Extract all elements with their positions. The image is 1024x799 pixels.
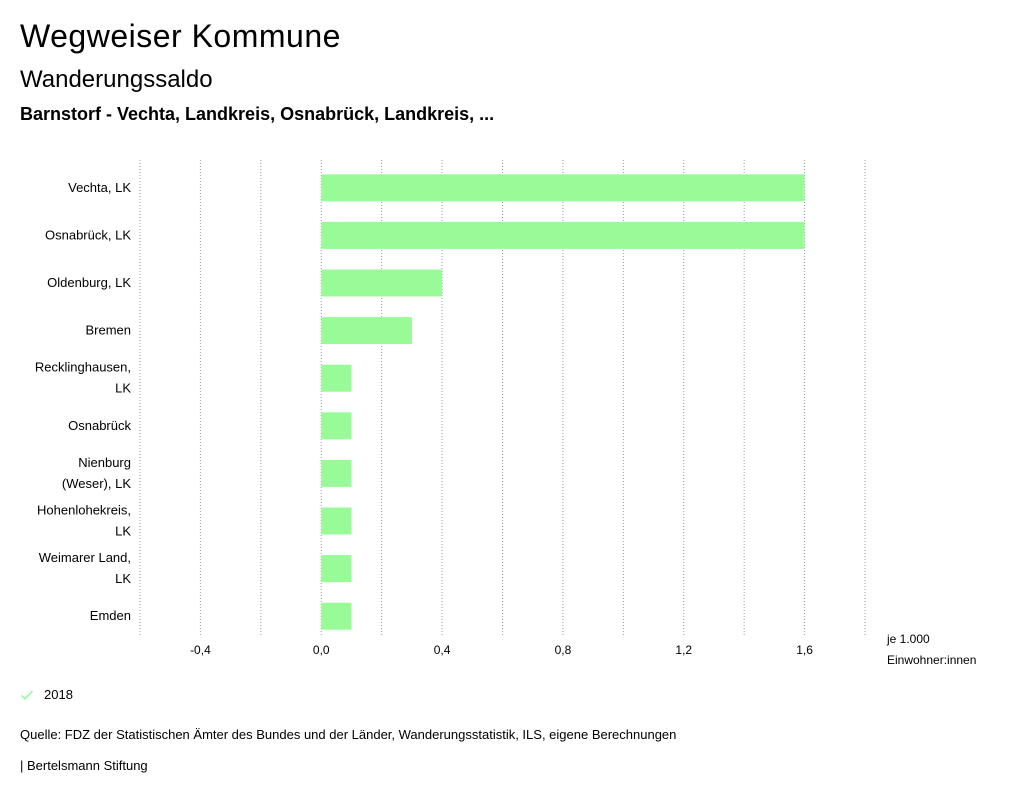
category-label-line: Osnabrück, LK: [45, 227, 131, 242]
category-label-line: Recklinghausen,: [35, 360, 131, 375]
category-label: Bremen: [85, 323, 131, 338]
category-label: Emden: [90, 608, 131, 623]
category-label: Nienburg (Weser), LK: [62, 455, 131, 491]
category-label: Weimarer Land, LK: [39, 550, 132, 586]
category-label-line: Hohenlohekreis,: [37, 503, 131, 518]
source-note: Quelle: FDZ der Statistischen Ämter des …: [20, 727, 677, 742]
legend[interactable]: 2018: [20, 687, 73, 702]
tick-label: 0,4: [434, 643, 451, 657]
bar[interactable]: [321, 174, 805, 202]
bar[interactable]: [321, 364, 352, 392]
unit-label: je 1.000 Einwohner:innen: [886, 632, 976, 667]
chart-subtitle: Wanderungssaldo: [20, 66, 213, 93]
unit-label-line: Einwohner:innen: [887, 653, 976, 667]
category-label-line: LK: [115, 524, 131, 539]
region-label: Barnstorf - Vechta, Landkreis, Osnabrück…: [20, 104, 495, 124]
category-label: Recklinghausen, LK: [35, 360, 131, 396]
category-label-line: Bremen: [85, 323, 131, 338]
tick-label: -0,4: [190, 643, 211, 657]
tick-label: 1,2: [675, 643, 692, 657]
bar[interactable]: [321, 555, 352, 583]
bar[interactable]: [321, 459, 352, 487]
bar[interactable]: [321, 507, 352, 535]
category-label: Vechta, LK: [68, 180, 131, 195]
category-label: Osnabrück, LK: [45, 227, 131, 242]
bar[interactable]: [321, 412, 352, 440]
category-label-line: Weimarer Land,: [39, 550, 131, 565]
footer-credit: | Bertelsmann Stiftung: [20, 758, 148, 773]
unit-label-line: je 1.000: [886, 632, 930, 646]
category-label-line: LK: [115, 381, 131, 396]
category-label-line: LK: [115, 571, 131, 586]
category-label-line: (Weser), LK: [62, 476, 131, 491]
bar[interactable]: [321, 221, 805, 249]
bar[interactable]: [321, 269, 443, 297]
tick-label: 1,6: [796, 643, 813, 657]
category-label-line: Oldenburg, LK: [47, 275, 131, 290]
page-title: Wegweiser Kommune: [20, 18, 341, 54]
category-label-line: Osnabrück: [68, 418, 131, 433]
category-label: Osnabrück: [68, 418, 131, 433]
category-label-line: Vechta, LK: [68, 180, 131, 195]
bars: [321, 174, 805, 630]
category-labels: Vechta, LK Osnabrück, LK Oldenburg, LK Brem…: [35, 180, 132, 623]
check-icon: [20, 689, 34, 700]
tick-label: 0,8: [555, 643, 572, 657]
category-label: Oldenburg, LK: [47, 275, 131, 290]
bar[interactable]: [321, 602, 352, 630]
bar-chart: Vechta, LK Osnabrück, LK Oldenburg, LK Brem…: [35, 160, 976, 667]
tick-labels: -0,4 0,0 0,4 0,8 1,2 1,6: [190, 643, 813, 657]
bar[interactable]: [321, 317, 412, 345]
legend-label: 2018: [44, 687, 73, 702]
category-label-line: Nienburg: [78, 455, 131, 470]
category-label: Hohenlohekreis, LK: [37, 503, 131, 539]
category-label-line: Emden: [90, 608, 131, 623]
tick-label: 0,0: [313, 643, 330, 657]
